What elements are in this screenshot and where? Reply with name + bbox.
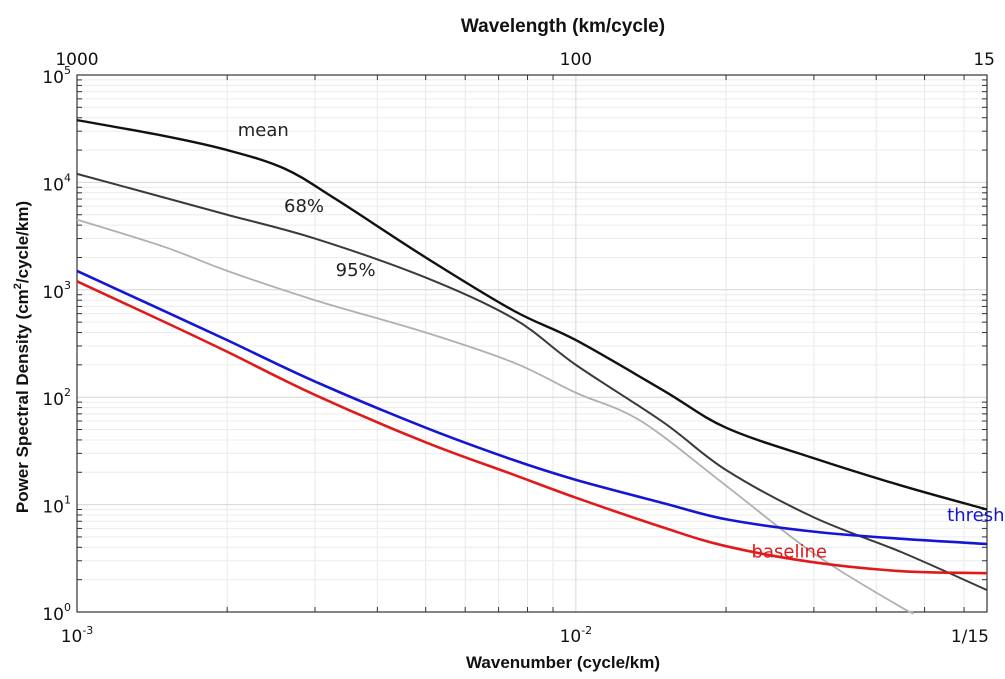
x-tick-label: 1/15	[951, 627, 989, 647]
series-line-threshold	[76, 269, 988, 546]
series-line-mean	[76, 118, 988, 511]
y-tick-label-base: 10	[42, 605, 64, 625]
y-tick-label: 102	[42, 386, 71, 410]
y-tick-label-exp: 1	[64, 494, 71, 507]
series-label-threshold: threshold	[947, 505, 1005, 526]
y-tick-label-base: 10	[42, 390, 64, 410]
y-tick-label-exp: 3	[64, 279, 71, 292]
y-axis-title: Power Spectral Density (cm2/cycle/km)	[12, 201, 32, 513]
top-tick-label: 15	[973, 50, 995, 70]
y-tick-label-exp: 5	[64, 64, 71, 77]
labels-layer: mean 68% 95% threshold baseline	[238, 120, 1005, 563]
y-tick-label-exp: 0	[64, 601, 71, 614]
x-tick-label-base: 1/15	[951, 627, 989, 647]
y-axis-title-sup: 2	[12, 283, 24, 289]
y-tick-label: 103	[42, 279, 71, 303]
y-tick-label: 101	[42, 494, 71, 518]
y-axis-title-pre: Power Spectral Density (cm	[13, 289, 32, 513]
plot-frame	[76, 74, 988, 613]
x-tick-label-base: 10	[61, 627, 83, 647]
y-axis-title-post: /cycle/km)	[13, 201, 32, 283]
top-tick-label: 100	[560, 50, 592, 70]
y-tick-label: 104	[42, 171, 71, 195]
top-axis-title: Wavelength (km/cycle)	[461, 16, 665, 37]
x-tick-label: 10-2	[560, 624, 593, 647]
x-tick-label: 10-3	[61, 624, 94, 647]
x-axis-title: Wavenumber (cycle/km)	[466, 653, 660, 672]
y-tick-label-exp: 4	[64, 171, 71, 184]
y-tick-label: 100	[42, 601, 71, 625]
y-tick-label-base: 10	[42, 68, 64, 88]
x-tick-label-exp: -2	[581, 624, 592, 637]
series-layer	[76, 118, 988, 615]
y-tick-label-base: 10	[42, 283, 64, 303]
y-tick-label-base: 10	[42, 498, 64, 518]
y-tick-label-exp: 2	[64, 386, 71, 399]
series-label-mean: mean	[238, 120, 289, 141]
x-tick-label-exp: -3	[82, 624, 93, 637]
y-tick-label-base: 10	[42, 175, 64, 195]
series-label-68pct: 68%	[284, 196, 324, 217]
series-label-baseline: baseline	[752, 542, 827, 563]
major-grid	[76, 75, 987, 613]
minor-grid	[77, 75, 987, 612]
series-line-95pct	[76, 218, 915, 615]
x-tick-label-base: 10	[560, 627, 582, 647]
series-label-95pct: 95%	[336, 260, 376, 281]
top-tick-label: 1000	[55, 50, 98, 70]
series-line-68pct	[76, 172, 988, 591]
series-line-baseline	[76, 280, 988, 575]
y-tick-label: 105	[42, 64, 71, 88]
